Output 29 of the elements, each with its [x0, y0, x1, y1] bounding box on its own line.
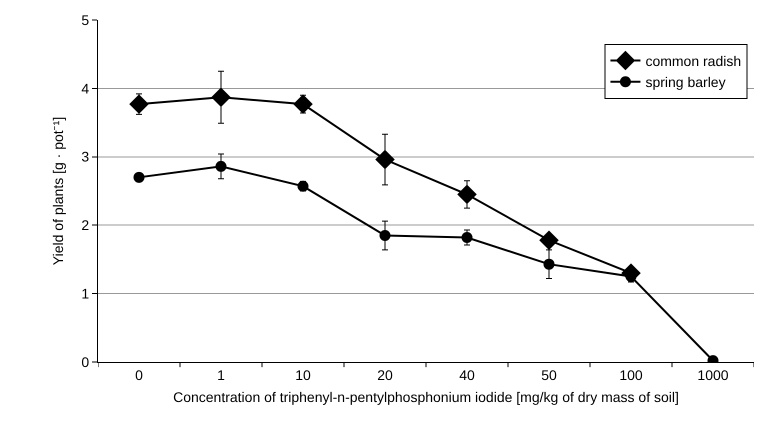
- y-axis-title: Yield of plants [g · pot⁻¹]: [50, 116, 66, 266]
- y-tick-label: 4: [81, 80, 90, 96]
- y-tick-label: 2: [81, 217, 90, 234]
- y-tick-label: 3: [81, 148, 90, 165]
- point: [539, 230, 559, 250]
- x-tick-label: 1000: [697, 366, 729, 383]
- point: [293, 94, 313, 114]
- x-axis-title: Concentration of triphenyl-n-pentylphosphonium iodide [mg/kg of dry mass of soil]: [173, 389, 679, 406]
- point: [380, 230, 390, 241]
- legend-label: common radish: [645, 53, 742, 69]
- point: [457, 184, 477, 204]
- point: [544, 258, 554, 270]
- y-tick-label: 0: [81, 354, 90, 370]
- point: [462, 232, 472, 244]
- point: [129, 94, 149, 114]
- y-tick-label: 5: [81, 12, 90, 28]
- x-tick-label: 1: [217, 366, 226, 383]
- x-tick-label: 20: [377, 366, 393, 383]
- point: [216, 160, 226, 172]
- point: [211, 88, 231, 108]
- point: [375, 150, 395, 170]
- x-tick-label: 40: [459, 366, 475, 383]
- point: [134, 172, 144, 183]
- legend-label: spring barley: [645, 74, 726, 90]
- x-tick-label: 10: [295, 366, 311, 383]
- x-tick-label: 50: [541, 366, 557, 383]
- x-tick-label: 0: [135, 366, 144, 383]
- y-tick-label: 1: [81, 286, 90, 302]
- x-tick-label: 100: [619, 366, 643, 383]
